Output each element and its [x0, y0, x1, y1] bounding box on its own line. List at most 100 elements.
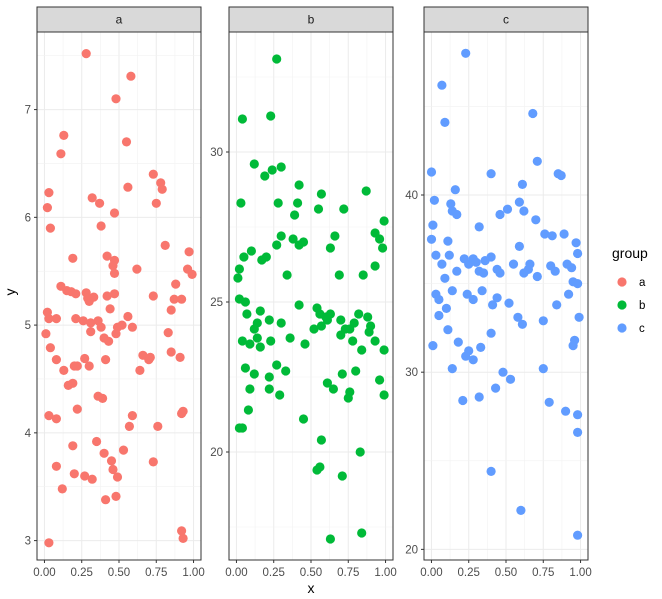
data-point: [458, 395, 468, 406]
data-point: [255, 342, 265, 352]
data-point: [573, 427, 583, 437]
data-point: [51, 314, 62, 324]
data-point: [544, 397, 554, 407]
data-point: [96, 322, 106, 332]
data-point: [41, 329, 51, 339]
data-point: [112, 472, 123, 482]
data-point: [68, 253, 78, 263]
panel-b: b 20 25 30 0.00 0.25 0.50 0.75 1.00: [210, 6, 397, 579]
data-point: [443, 236, 453, 246]
data-point: [59, 130, 69, 140]
legend-marker: [617, 277, 627, 287]
data-point: [166, 347, 176, 357]
data-point: [532, 271, 542, 282]
data-point: [354, 309, 364, 319]
data-point: [249, 369, 259, 379]
data-point: [309, 324, 319, 334]
data-point: [166, 305, 176, 315]
data-point: [375, 234, 385, 244]
data-point: [123, 311, 133, 322]
data-point: [72, 404, 82, 414]
data-point: [573, 248, 583, 259]
data-point: [234, 264, 244, 274]
data-point: [468, 355, 478, 365]
data-point: [474, 392, 484, 402]
x-tick-label: 0.75: [337, 567, 359, 579]
legend-marker: [617, 323, 627, 333]
data-point: [92, 436, 102, 447]
data-point: [71, 314, 81, 324]
data-point: [452, 266, 462, 276]
data-point: [325, 243, 335, 253]
y-tick-label: 30: [210, 147, 223, 159]
x-axis-title: x: [308, 580, 315, 596]
data-point: [426, 234, 437, 244]
x-tick-label: 0.25: [263, 567, 285, 579]
x-tick-label: 0.00: [225, 567, 247, 579]
data-point: [72, 361, 82, 371]
data-point: [68, 378, 78, 388]
data-point: [447, 286, 457, 296]
x-tick-label: 0.00: [420, 567, 442, 579]
data-point: [111, 329, 121, 339]
data-point: [135, 365, 145, 375]
data-point: [573, 530, 583, 540]
data-point: [145, 352, 155, 362]
data-point: [441, 303, 451, 313]
data-point: [325, 309, 335, 319]
data-point: [538, 316, 548, 326]
data-point: [426, 167, 437, 177]
data-point: [80, 353, 90, 364]
data-point: [266, 336, 276, 346]
facet-strip: [423, 6, 589, 33]
data-point: [290, 210, 300, 220]
panel-a: a 3 4 5 6 7 0.00 0.25 0.50 0.75 1.00: [25, 6, 205, 579]
data-point: [264, 315, 274, 325]
legend-keys: abc: [613, 273, 646, 337]
data-point: [361, 186, 371, 196]
data-point: [322, 378, 332, 388]
data-point: [316, 189, 326, 199]
data-point: [178, 406, 188, 416]
data-point: [252, 333, 262, 343]
y-tick-label: 40: [405, 190, 418, 202]
data-point: [486, 328, 496, 338]
y-tick-label: 3: [25, 536, 31, 548]
data-point: [462, 289, 472, 299]
data-point: [434, 310, 444, 321]
data-point: [255, 306, 265, 316]
data-point: [567, 263, 577, 273]
data-point: [488, 300, 498, 310]
data-point: [519, 206, 529, 216]
data-point: [379, 345, 389, 355]
data-point: [44, 188, 54, 198]
data-point: [51, 461, 62, 471]
data-point: [434, 294, 444, 305]
data-point: [148, 457, 158, 467]
data-point: [328, 384, 338, 394]
data-point: [109, 208, 120, 218]
data-point: [440, 273, 450, 283]
series-c: [426, 48, 584, 540]
data-point: [126, 71, 136, 81]
data-point: [486, 169, 496, 179]
data-point: [81, 49, 91, 59]
data-point: [564, 289, 574, 299]
data-point: [316, 321, 326, 331]
data-point: [59, 365, 69, 375]
data-point: [118, 445, 129, 455]
facet-strip: [36, 6, 202, 33]
data-point: [240, 363, 250, 373]
data-point: [273, 198, 283, 208]
y-tick-label: 20: [210, 447, 223, 459]
data-point: [237, 114, 247, 124]
data-point: [504, 298, 514, 308]
data-point: [379, 390, 389, 400]
data-point: [282, 270, 292, 280]
data-point: [492, 293, 502, 303]
panel-grid: [424, 32, 588, 560]
data-point: [429, 195, 439, 205]
data-point: [552, 300, 562, 310]
facet-strip-label: c: [503, 13, 509, 27]
